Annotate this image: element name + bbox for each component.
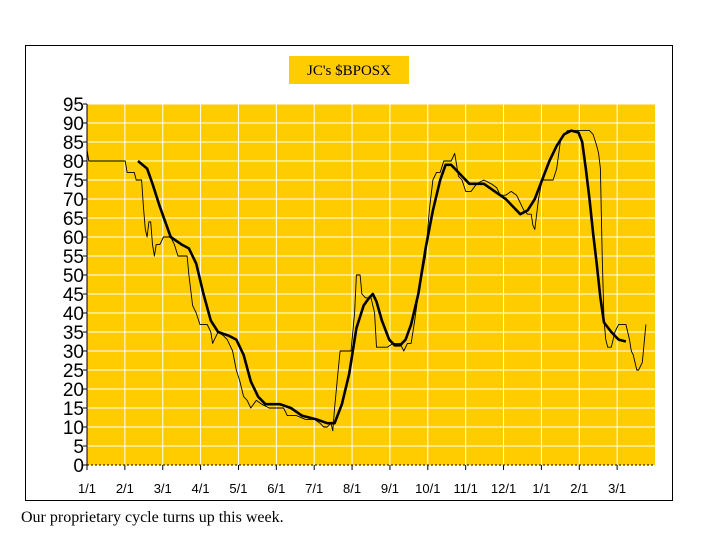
x-tick-label: 12/1: [491, 481, 516, 496]
x-tick-label: 6/1: [267, 481, 285, 496]
title-box: [289, 56, 409, 84]
y-tick-label: 10: [63, 418, 84, 439]
y-tick-label: 50: [63, 266, 84, 287]
y-tick-label: 5: [73, 437, 84, 458]
chart-title: JC's $BPOSX: [307, 63, 391, 79]
x-tick-label: 2/1: [570, 481, 588, 496]
y-tick-label: 75: [63, 171, 84, 192]
x-tick-label: 4/1: [192, 481, 210, 496]
x-tick-label: 3/1: [608, 481, 626, 496]
cycle-line: [137, 129, 627, 425]
x-tick-label: 1/1: [78, 481, 96, 496]
x-tick-label: 10/1: [415, 481, 440, 496]
y-tick-label: 15: [63, 399, 84, 420]
plot-area: [87, 104, 655, 465]
x-tick-label: 5/1: [229, 481, 247, 496]
chart-frame: 0 5 10 15 20 25 30 35 40 45 50 55 60 65 70 75 80 85 90 95 1…: [25, 45, 673, 501]
series-group: [86, 129, 647, 432]
y-tick-label: 55: [63, 247, 84, 268]
x-tick-label: 8/1: [343, 481, 361, 496]
y-tick-label: 0: [73, 456, 84, 477]
y-tick-label: 60: [63, 228, 84, 249]
x-tick-label: 3/1: [154, 481, 172, 496]
y-tick-label: 65: [63, 209, 84, 230]
x-tick-label: 9/1: [381, 481, 399, 496]
price-line: [86, 130, 647, 432]
x-tick-label: 11/1: [453, 481, 477, 496]
y-tick-label: 80: [63, 152, 84, 173]
y-tick-label: 40: [63, 304, 84, 325]
x-tick-label: 7/1: [305, 481, 323, 496]
x-tick-label: 2/1: [116, 481, 134, 496]
caption-text: Our proprietary cycle turns up this week…: [21, 509, 284, 526]
axes: [83, 103, 655, 470]
y-tick-label: 70: [63, 190, 84, 211]
y-tick-label: 85: [63, 133, 84, 154]
y-tick-label: 25: [63, 361, 84, 382]
x-tick-label: 1/1: [532, 481, 550, 496]
y-tick-label: 35: [63, 323, 84, 344]
x-tick-labels: 1/1 2/1 3/1 4/1 5/1 6/1 7/1 8/1 9/1 10/1 11/1 12/1 1…: [78, 481, 626, 496]
y-tick-label: 90: [63, 114, 84, 135]
y-tick-label: 95: [63, 95, 84, 116]
y-tick-label: 20: [63, 380, 84, 401]
y-tick-label: 45: [63, 285, 84, 306]
y-tick-label: 30: [63, 342, 84, 363]
